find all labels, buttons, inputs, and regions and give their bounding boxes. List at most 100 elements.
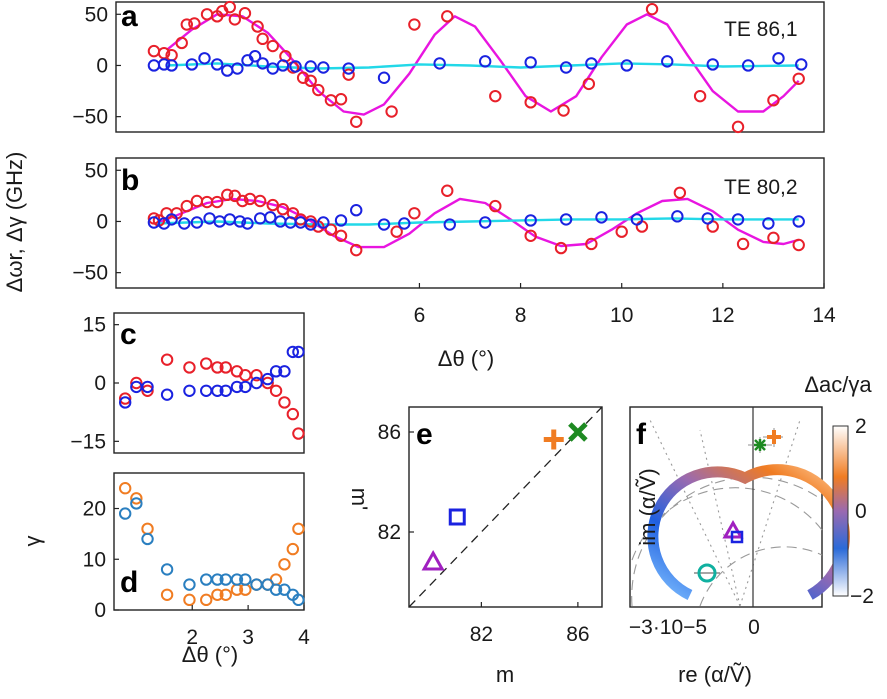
point-steelblue	[160, 563, 174, 576]
point-blue	[350, 204, 363, 217]
point-orange	[200, 593, 213, 607]
mode-label-a: TE 86,1	[724, 18, 798, 41]
panel-c: 15 0 −15 c	[70, 312, 305, 454]
e-marker-triangle-purple	[421, 549, 445, 571]
colorbar-tick-mid: 0	[855, 500, 867, 523]
fit-line-magenta	[165, 13, 800, 116]
point-blue	[630, 213, 644, 226]
xtick-label: 8	[515, 304, 527, 327]
point-red	[582, 77, 596, 91]
panel-d-frame	[113, 472, 305, 611]
point-blue	[443, 218, 456, 231]
fit-line-magenta	[156, 197, 800, 249]
ytick-label: 0	[94, 372, 106, 395]
panel-e-frame	[408, 406, 603, 608]
point-red	[767, 231, 780, 245]
point-blue	[524, 214, 537, 227]
panel-b-frame	[115, 157, 825, 289]
colorbar: Δac/γa 2 0 −2	[804, 372, 874, 608]
xlabel-cd: Δθ (°)	[182, 642, 239, 667]
point-blue	[230, 380, 244, 394]
point-red	[524, 229, 537, 242]
point-blue	[266, 62, 279, 75]
point-orange	[278, 558, 291, 571]
point-red	[236, 194, 249, 208]
point-blue	[278, 365, 291, 378]
mode-label-b: TE 80,2	[724, 176, 798, 199]
identity-line	[408, 406, 603, 608]
point-orange	[219, 588, 232, 601]
point-steelblue	[183, 578, 196, 591]
point-red	[130, 376, 143, 390]
point-blue	[292, 345, 305, 359]
point-red	[266, 198, 279, 212]
point-blue	[317, 216, 330, 229]
point-red	[219, 361, 232, 374]
point-red	[211, 361, 224, 374]
point-red	[118, 392, 132, 405]
point-blue	[559, 61, 573, 74]
point-blue	[165, 213, 178, 226]
point-red	[200, 8, 214, 21]
point-blue	[276, 59, 290, 72]
point-steelblue	[211, 573, 224, 586]
colorbar-title: Δac/γa	[804, 372, 872, 397]
point-blue	[183, 384, 196, 397]
point-orange	[141, 522, 154, 536]
point-blue	[211, 384, 224, 397]
point-red	[266, 39, 279, 53]
point-red	[324, 223, 338, 236]
panel-a: 50 0 −50 a TE 86,1	[72, 0, 825, 134]
point-blue	[304, 60, 317, 73]
ytick-label: 50	[85, 159, 108, 182]
point-blue	[304, 218, 317, 231]
point-red	[183, 361, 196, 374]
point-blue	[478, 55, 492, 68]
point-blue	[741, 59, 755, 72]
point-orange	[160, 588, 174, 601]
e-marker-square-blue	[448, 508, 466, 526]
point-red	[228, 13, 242, 26]
point-blue	[585, 57, 598, 70]
point-blue	[701, 212, 714, 225]
xtick-label: 12	[711, 304, 734, 327]
colorbar-tick-bottom: −2	[850, 585, 874, 608]
point-red	[334, 93, 348, 106]
point-blue	[256, 57, 269, 70]
panel-d: 20 10 0 2 3 4 d	[83, 472, 310, 649]
point-red	[286, 407, 300, 421]
point-blue	[233, 215, 247, 228]
point-steelblue	[130, 497, 143, 510]
point-red	[221, 188, 234, 202]
f-marker-square-blue	[730, 530, 744, 544]
point-red	[767, 94, 780, 107]
point-red	[585, 237, 598, 251]
point-steelblue	[118, 507, 132, 520]
point-orange	[286, 542, 300, 556]
f-marker-circle-teal	[694, 563, 720, 583]
point-red	[350, 115, 363, 128]
point-blue	[210, 58, 224, 71]
ylabel-f: im (α/Ṽ)	[635, 468, 660, 545]
point-red	[385, 105, 398, 118]
point-red	[312, 83, 325, 97]
point-blue	[433, 57, 446, 70]
ylabel-d: γ	[20, 536, 45, 547]
point-blue	[157, 58, 171, 71]
f-marker-star-green	[748, 437, 772, 453]
point-blue	[165, 59, 178, 72]
panel-letter-c: c	[120, 318, 137, 351]
xtick-label: 2	[186, 626, 198, 649]
point-orange	[211, 588, 224, 601]
panel-letter-d: d	[120, 566, 138, 599]
point-red	[250, 369, 263, 382]
f-xtick-zero: 0	[748, 616, 760, 639]
point-blue	[241, 217, 254, 230]
ytick-label: 0	[96, 210, 108, 233]
point-red	[441, 184, 454, 197]
point-blue	[377, 218, 391, 231]
panel-letter-e: e	[416, 418, 433, 451]
point-blue	[795, 58, 808, 71]
panel-letter-a: a	[121, 0, 138, 33]
